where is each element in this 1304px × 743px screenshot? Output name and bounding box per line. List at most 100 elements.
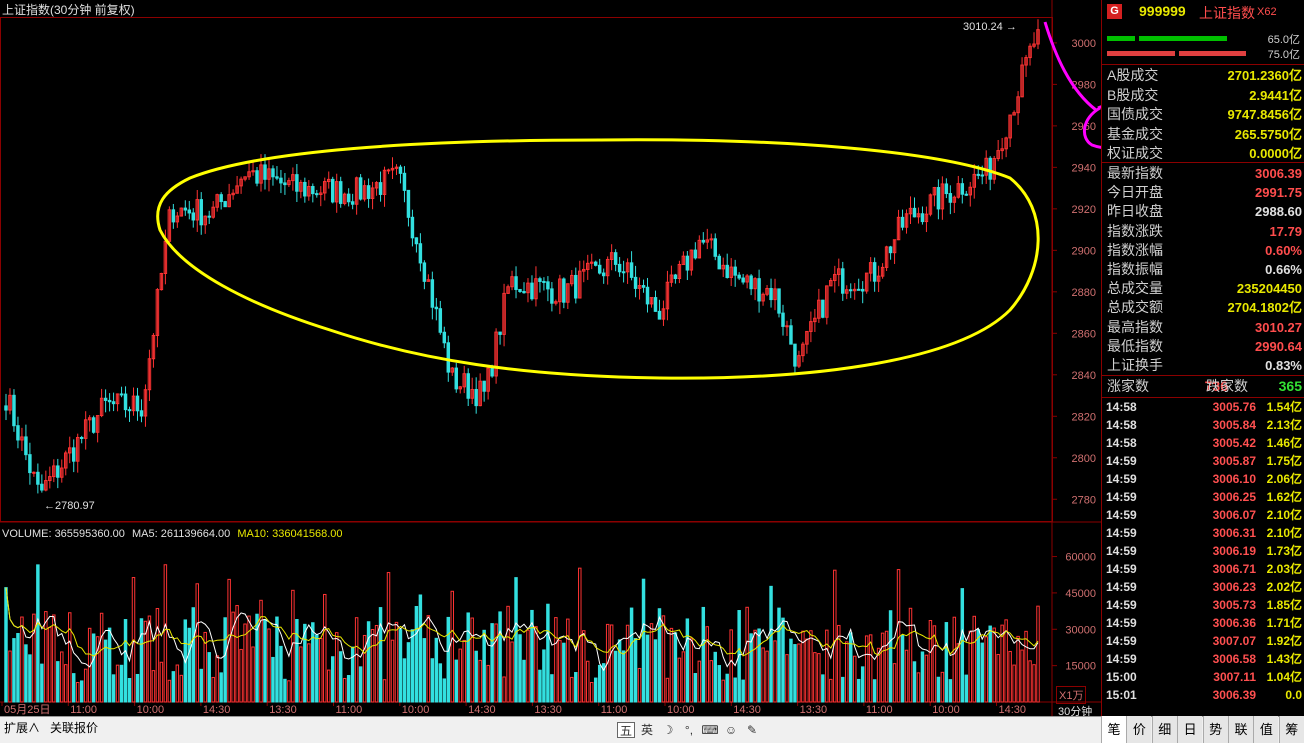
side-tab[interactable]: 联 <box>1228 716 1253 743</box>
side-tab[interactable]: 日 <box>1177 716 1203 743</box>
candle-body <box>940 183 945 210</box>
volume-bar <box>167 679 172 703</box>
volume-bar <box>466 612 470 703</box>
side-tab[interactable]: 价 <box>1126 716 1152 743</box>
time-tick-label: 10:00 <box>402 704 430 716</box>
volume-bar <box>534 626 538 703</box>
index-stat-row: 总成交额 2704.1802亿 <box>1102 298 1304 317</box>
volume-bar <box>589 682 594 703</box>
high-price-label: 3010.24 → <box>963 21 1017 33</box>
candle-body <box>470 388 474 399</box>
tick-volume: 2.06亿 <box>1266 472 1302 486</box>
volume-bar <box>793 644 797 703</box>
volume-bar <box>713 651 717 703</box>
volume-bar <box>56 661 60 703</box>
candle-body <box>68 447 72 454</box>
wubi-input-icon[interactable]: 五 <box>617 722 635 738</box>
volume-bar <box>864 635 869 703</box>
side-tab[interactable]: 势 <box>1202 716 1228 743</box>
tick-volume: 0.0 <box>1285 688 1302 702</box>
candle-body <box>745 275 749 283</box>
candle-body <box>657 310 662 320</box>
keyboard-icon[interactable]: ⌨ <box>701 723 719 737</box>
volume-bar <box>964 674 969 703</box>
candle-body <box>566 283 570 303</box>
period-label[interactable]: 30分钟 <box>1058 706 1093 718</box>
volume-bar <box>434 637 439 703</box>
candle-body <box>1016 96 1020 114</box>
volume-bar <box>653 639 658 703</box>
volume-bar <box>737 610 741 703</box>
volume-bar <box>36 564 40 703</box>
kline-chart[interactable]: 2780280028202840286028802900292029402960… <box>0 0 1101 716</box>
volume-bar <box>777 607 781 703</box>
side-tab[interactable]: 细 <box>1151 716 1177 743</box>
candle-body <box>502 292 506 335</box>
volume-bar <box>522 659 526 703</box>
volume-bar <box>1000 624 1004 703</box>
tools-icon[interactable]: ✎ <box>746 723 758 737</box>
tick-price: 3006.39 <box>1212 688 1256 702</box>
candle-body <box>518 288 522 293</box>
volume-bar <box>64 664 68 703</box>
tick-time: 14:59 <box>1106 598 1137 612</box>
side-tab[interactable]: 值 <box>1253 716 1279 743</box>
index-stat-value: 3010.27 <box>1255 319 1302 335</box>
turnover-label: A股成交 <box>1107 67 1159 83</box>
volume-bar <box>729 629 733 703</box>
tick-price: 3005.73 <box>1212 598 1256 612</box>
candle-body <box>1032 43 1036 47</box>
volume-bar <box>617 639 622 703</box>
tick-volume: 2.10亿 <box>1266 526 1302 540</box>
volume-bar <box>769 585 773 703</box>
time-tick-label: 05月25日 <box>4 704 50 716</box>
volume-bar <box>259 599 263 703</box>
candle-body <box>36 471 40 485</box>
volume-bar <box>171 671 176 703</box>
related-quotes-tab[interactable]: 关联报价 <box>50 721 99 735</box>
volume-bar <box>494 623 498 703</box>
candle-body <box>211 206 215 218</box>
volume-bar <box>382 679 387 703</box>
price-tick-label: 3000 <box>1072 38 1096 50</box>
candle-body <box>821 299 825 318</box>
sell-bar-label: 75.0亿 <box>1267 49 1300 61</box>
volume-bar <box>1004 619 1008 703</box>
turnover-row: B股成交 2.9441亿 <box>1102 86 1304 105</box>
volume-bar <box>203 631 207 703</box>
candle-body <box>1004 137 1008 150</box>
index-stat-label: 最高指数 <box>1107 318 1163 335</box>
volume-bar <box>904 649 909 703</box>
halfwidth-moon-icon[interactable]: ☽ <box>662 723 674 737</box>
volume-bar <box>235 605 239 703</box>
candle-body <box>641 285 646 288</box>
volume-bar <box>199 668 203 703</box>
english-mode-icon[interactable]: 英 <box>640 723 653 737</box>
candle-body <box>741 277 745 283</box>
candle-body <box>944 183 949 195</box>
candle-body <box>888 246 893 254</box>
punctuation-icon[interactable]: °, <box>684 723 694 737</box>
tick-row: 14:59 3006.19 1.73亿 <box>1102 542 1304 560</box>
volume-bar <box>374 624 379 703</box>
user-icon[interactable]: ☺ <box>724 723 738 737</box>
volume-bar <box>143 620 148 703</box>
candle-body <box>64 452 68 469</box>
volume-bar <box>685 618 690 703</box>
candle-body <box>749 275 753 290</box>
side-tab[interactable]: 筹 <box>1278 716 1304 743</box>
candle-body <box>338 181 343 204</box>
candle-body <box>717 255 721 270</box>
candle-body <box>685 255 690 271</box>
index-stat-row: 最新指数 3006.39 <box>1102 164 1304 183</box>
expand-tab[interactable]: 扩展∧ <box>4 721 41 735</box>
index-stat-row: 最高指数 3010.27 <box>1102 318 1304 337</box>
time-tick-label: 14:30 <box>468 704 496 716</box>
candle-body <box>845 289 849 294</box>
volume-bar <box>175 664 180 703</box>
candle-body <box>729 266 733 278</box>
volume-bar <box>872 679 877 703</box>
volume-bar <box>406 642 411 703</box>
separator <box>1102 162 1304 163</box>
side-tab[interactable]: 笔 <box>1101 716 1126 743</box>
